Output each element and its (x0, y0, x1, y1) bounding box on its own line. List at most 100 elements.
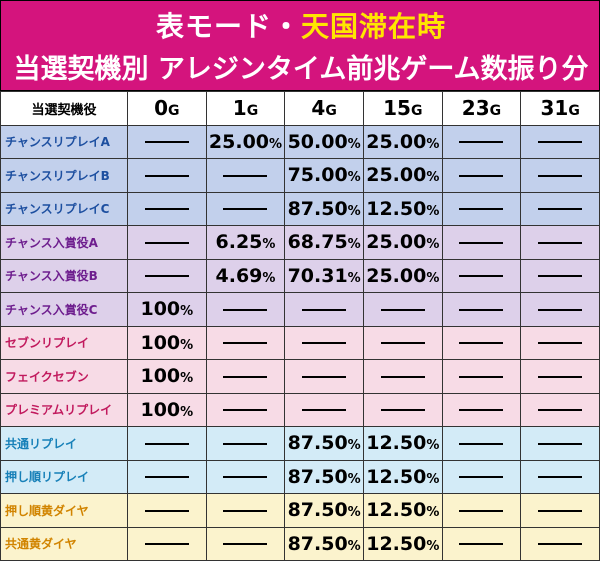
value-cell (127, 526, 207, 561)
percent-sign: % (180, 404, 194, 420)
value-cell (205, 493, 286, 528)
percent-sign: % (347, 270, 361, 286)
dash-placeholder (380, 342, 425, 345)
dash-placeholder (459, 409, 504, 412)
percent-sign: % (347, 438, 361, 454)
dash-placeholder (144, 241, 189, 244)
value-number: 25.00 (366, 164, 427, 187)
value-cell (205, 526, 286, 561)
value-number: 87.50 (287, 197, 348, 220)
value-number: 100 (140, 365, 181, 388)
value-cell (205, 459, 286, 494)
dash-placeholder (538, 174, 583, 177)
value-cell: 12.50% (362, 426, 443, 461)
percent-sign: % (426, 270, 440, 286)
value-cell (284, 325, 364, 360)
table-row: チャンス入賞役B 4.69% 70.31% 25.00% (0, 258, 600, 293)
percent-sign: % (426, 203, 440, 219)
dash-placeholder (459, 375, 504, 378)
value-cell: 12.50% (362, 526, 443, 561)
percent-sign: % (426, 505, 440, 521)
value-cell: 100% (127, 359, 207, 394)
title-line1: 表モード・天国滞在時 (1, 5, 600, 45)
dash-placeholder (459, 208, 504, 211)
dash-placeholder (380, 375, 425, 378)
dash-placeholder (538, 342, 583, 345)
dash-placeholder (538, 442, 583, 445)
value-cell (362, 292, 443, 327)
percent-sign: % (426, 170, 440, 186)
value-number: 25.00 (366, 264, 427, 287)
value-cell (127, 493, 207, 528)
dash-placeholder (144, 141, 189, 144)
value-cell (362, 359, 443, 394)
percent-sign: % (347, 203, 361, 219)
value-cell (284, 392, 364, 427)
table-row: チャンス入賞役C 100% (0, 292, 600, 327)
percent-sign: % (180, 337, 194, 353)
row-label: 共通黄ダイヤ (0, 526, 128, 561)
dash-placeholder (538, 208, 583, 211)
percent-sign: % (180, 371, 194, 387)
value-cell (441, 392, 522, 427)
percent-sign: % (269, 136, 283, 152)
value-number: 25.00 (366, 231, 427, 254)
value-cell (205, 392, 286, 427)
value-cell (127, 124, 207, 159)
dash-placeholder (223, 375, 268, 378)
value-cell: 4.69% (205, 258, 286, 293)
percent-sign: % (426, 438, 440, 454)
dash-placeholder (223, 409, 268, 412)
value-cell (441, 158, 522, 193)
dash-placeholder (302, 409, 347, 412)
value-cell (520, 158, 600, 193)
distribution-table: 当選契機役 0G 1G 4G 15G 23G 31G チャンスリプレイA 25.0… (0, 91, 600, 561)
table-row: チャンスリプレイC 87.50% 12.50% (0, 191, 600, 226)
row-label: 押し順黄ダイヤ (0, 493, 128, 528)
value-cell (441, 225, 522, 260)
value-cell: 87.50% (284, 526, 364, 561)
dash-placeholder (223, 308, 268, 311)
value-cell (441, 124, 522, 159)
value-cell: 12.50% (362, 459, 443, 494)
value-cell (441, 459, 522, 494)
dash-placeholder (538, 543, 583, 546)
dash-placeholder (380, 409, 425, 412)
value-number: 87.50 (287, 532, 348, 555)
value-cell (284, 292, 364, 327)
dash-placeholder (538, 275, 583, 278)
percent-sign: % (262, 237, 276, 253)
value-number: 87.50 (287, 465, 348, 488)
row-label: チャンス入賞役B (0, 258, 128, 293)
value-cell: 25.00% (205, 124, 286, 159)
percent-sign: % (347, 237, 361, 253)
dash-placeholder (459, 342, 504, 345)
dash-placeholder (223, 509, 268, 512)
value-cell (441, 292, 522, 327)
value-cell: 87.50% (284, 493, 364, 528)
value-cell (127, 225, 207, 260)
dash-placeholder (538, 141, 583, 144)
value-cell: 50.00% (284, 124, 364, 159)
value-number: 50.00 (287, 130, 348, 153)
value-cell (127, 258, 207, 293)
dash-placeholder (538, 409, 583, 412)
dash-placeholder (459, 308, 504, 311)
dash-placeholder (538, 509, 583, 512)
dash-placeholder (459, 141, 504, 144)
percent-sign: % (347, 538, 361, 554)
table-row: セブンリプレイ 100% (0, 325, 600, 360)
dash-placeholder (538, 241, 583, 244)
dash-placeholder (302, 342, 347, 345)
dash-placeholder (459, 476, 504, 479)
value-cell (520, 459, 600, 494)
value-cell: 87.50% (284, 191, 364, 226)
value-cell: 12.50% (362, 493, 443, 528)
value-cell (520, 225, 600, 260)
value-number: 100 (140, 398, 181, 421)
value-cell: 100% (127, 392, 207, 427)
value-cell (520, 258, 600, 293)
table-row: 押し順リプレイ 87.50% 12.50% (0, 459, 600, 494)
value-cell (441, 526, 522, 561)
dash-placeholder (302, 308, 347, 311)
